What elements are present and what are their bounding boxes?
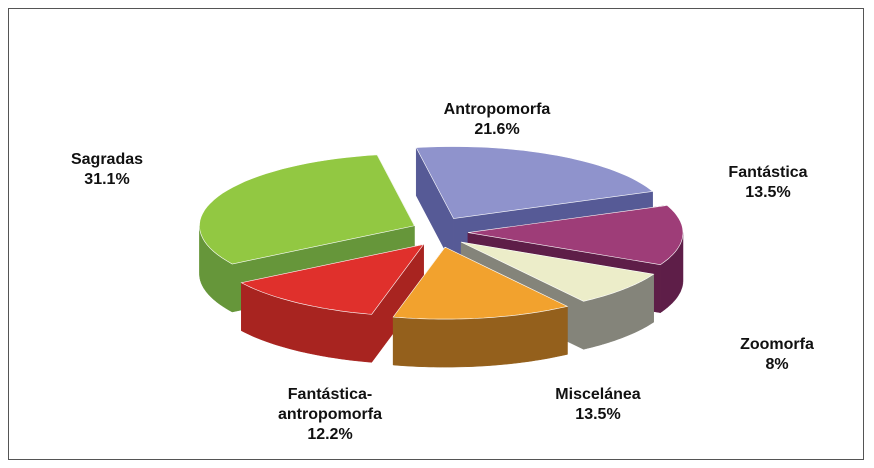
slice bbox=[467, 205, 684, 266]
slice-name: Fantástica bbox=[728, 164, 808, 181]
slice-value: 13.5% bbox=[575, 406, 621, 423]
slice-value: 13.5% bbox=[745, 184, 791, 201]
slice-label: Miscelánea 13.5% bbox=[555, 385, 640, 425]
slice-label: Fantástica-antropomorfa 12.2% bbox=[265, 385, 395, 445]
slice-label: Zoomorfa 8% bbox=[740, 335, 814, 375]
slice bbox=[415, 146, 654, 219]
slice bbox=[392, 246, 569, 320]
slice-name: Sagradas bbox=[70, 151, 144, 168]
slice-name: Fantástica-antropomorfa bbox=[278, 386, 382, 423]
slice-value: 21.6% bbox=[474, 121, 520, 138]
slice-value: 8% bbox=[765, 356, 789, 373]
slice-value: 31.1% bbox=[84, 171, 130, 188]
slice-label: Fantástica 13.5% bbox=[728, 163, 807, 203]
slice-value: 12.2% bbox=[307, 426, 353, 443]
slice-name: Antropomorfa bbox=[443, 101, 551, 118]
slice bbox=[240, 244, 425, 315]
slice bbox=[199, 154, 415, 265]
chart-frame bbox=[8, 8, 864, 460]
slice bbox=[461, 241, 655, 302]
slice-label: Antropomorfa 21.6% bbox=[444, 100, 551, 140]
slice-name: Zoomorfa bbox=[740, 336, 814, 353]
slice-name: Miscelánea bbox=[555, 386, 641, 403]
slice-label: Sagradas 31.1% bbox=[71, 150, 143, 190]
